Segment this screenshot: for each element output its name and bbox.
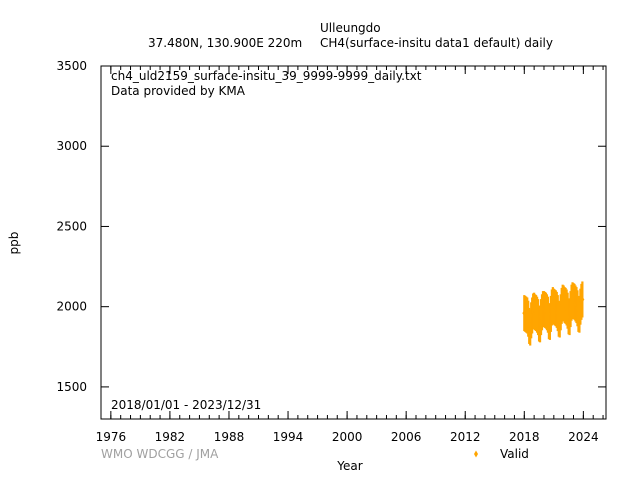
x-tick-label: 1994 bbox=[273, 430, 304, 444]
y-axis-label: ppb bbox=[7, 232, 21, 255]
x-axis-label: Year bbox=[336, 459, 362, 473]
legend-label: Valid bbox=[500, 447, 529, 461]
minor-ticks bbox=[100, 66, 604, 419]
provider-label: Data provided by KMA bbox=[111, 84, 246, 98]
y-tick-label: 2500 bbox=[56, 219, 87, 233]
data-point bbox=[580, 296, 585, 303]
y-tick-label: 1500 bbox=[56, 380, 87, 394]
x-tick-label: 2000 bbox=[332, 430, 363, 444]
x-tick-label: 1988 bbox=[214, 430, 245, 444]
y-axis: 1500 2000 2500 3000 3500 bbox=[56, 59, 606, 394]
x-tick-label: 1982 bbox=[155, 430, 186, 444]
y-tick-label: 3500 bbox=[56, 59, 87, 73]
filename-label: ch4_uld2159_surface-insitu_39_9999-9999_… bbox=[111, 69, 422, 83]
data-points bbox=[522, 281, 585, 346]
plot-frame bbox=[100, 65, 607, 420]
x-tick-label: 2018 bbox=[509, 430, 540, 444]
credit-label: WMO WDCGG / JMA bbox=[101, 447, 219, 461]
legend: Valid bbox=[474, 447, 529, 461]
x-axis: 1976 1982 1988 1994 2000 2006 2012 2018 2024 bbox=[96, 66, 599, 444]
x-tick-label: 1976 bbox=[96, 430, 127, 444]
legend-marker bbox=[474, 450, 478, 458]
parameter-title: CH4(surface-insitu data1 default) daily bbox=[320, 36, 553, 50]
x-tick-label: 2006 bbox=[391, 430, 422, 444]
location-title: 37.480N, 130.900E 220m bbox=[148, 36, 302, 50]
station-title: Ulleungdo bbox=[320, 21, 381, 35]
x-tick-label: 2024 bbox=[568, 430, 599, 444]
x-tick-label: 2012 bbox=[450, 430, 481, 444]
y-tick-label: 2000 bbox=[56, 300, 87, 314]
y-tick-label: 3000 bbox=[56, 139, 87, 153]
period-label: 2018/01/01 - 2023/12/31 bbox=[111, 398, 261, 412]
